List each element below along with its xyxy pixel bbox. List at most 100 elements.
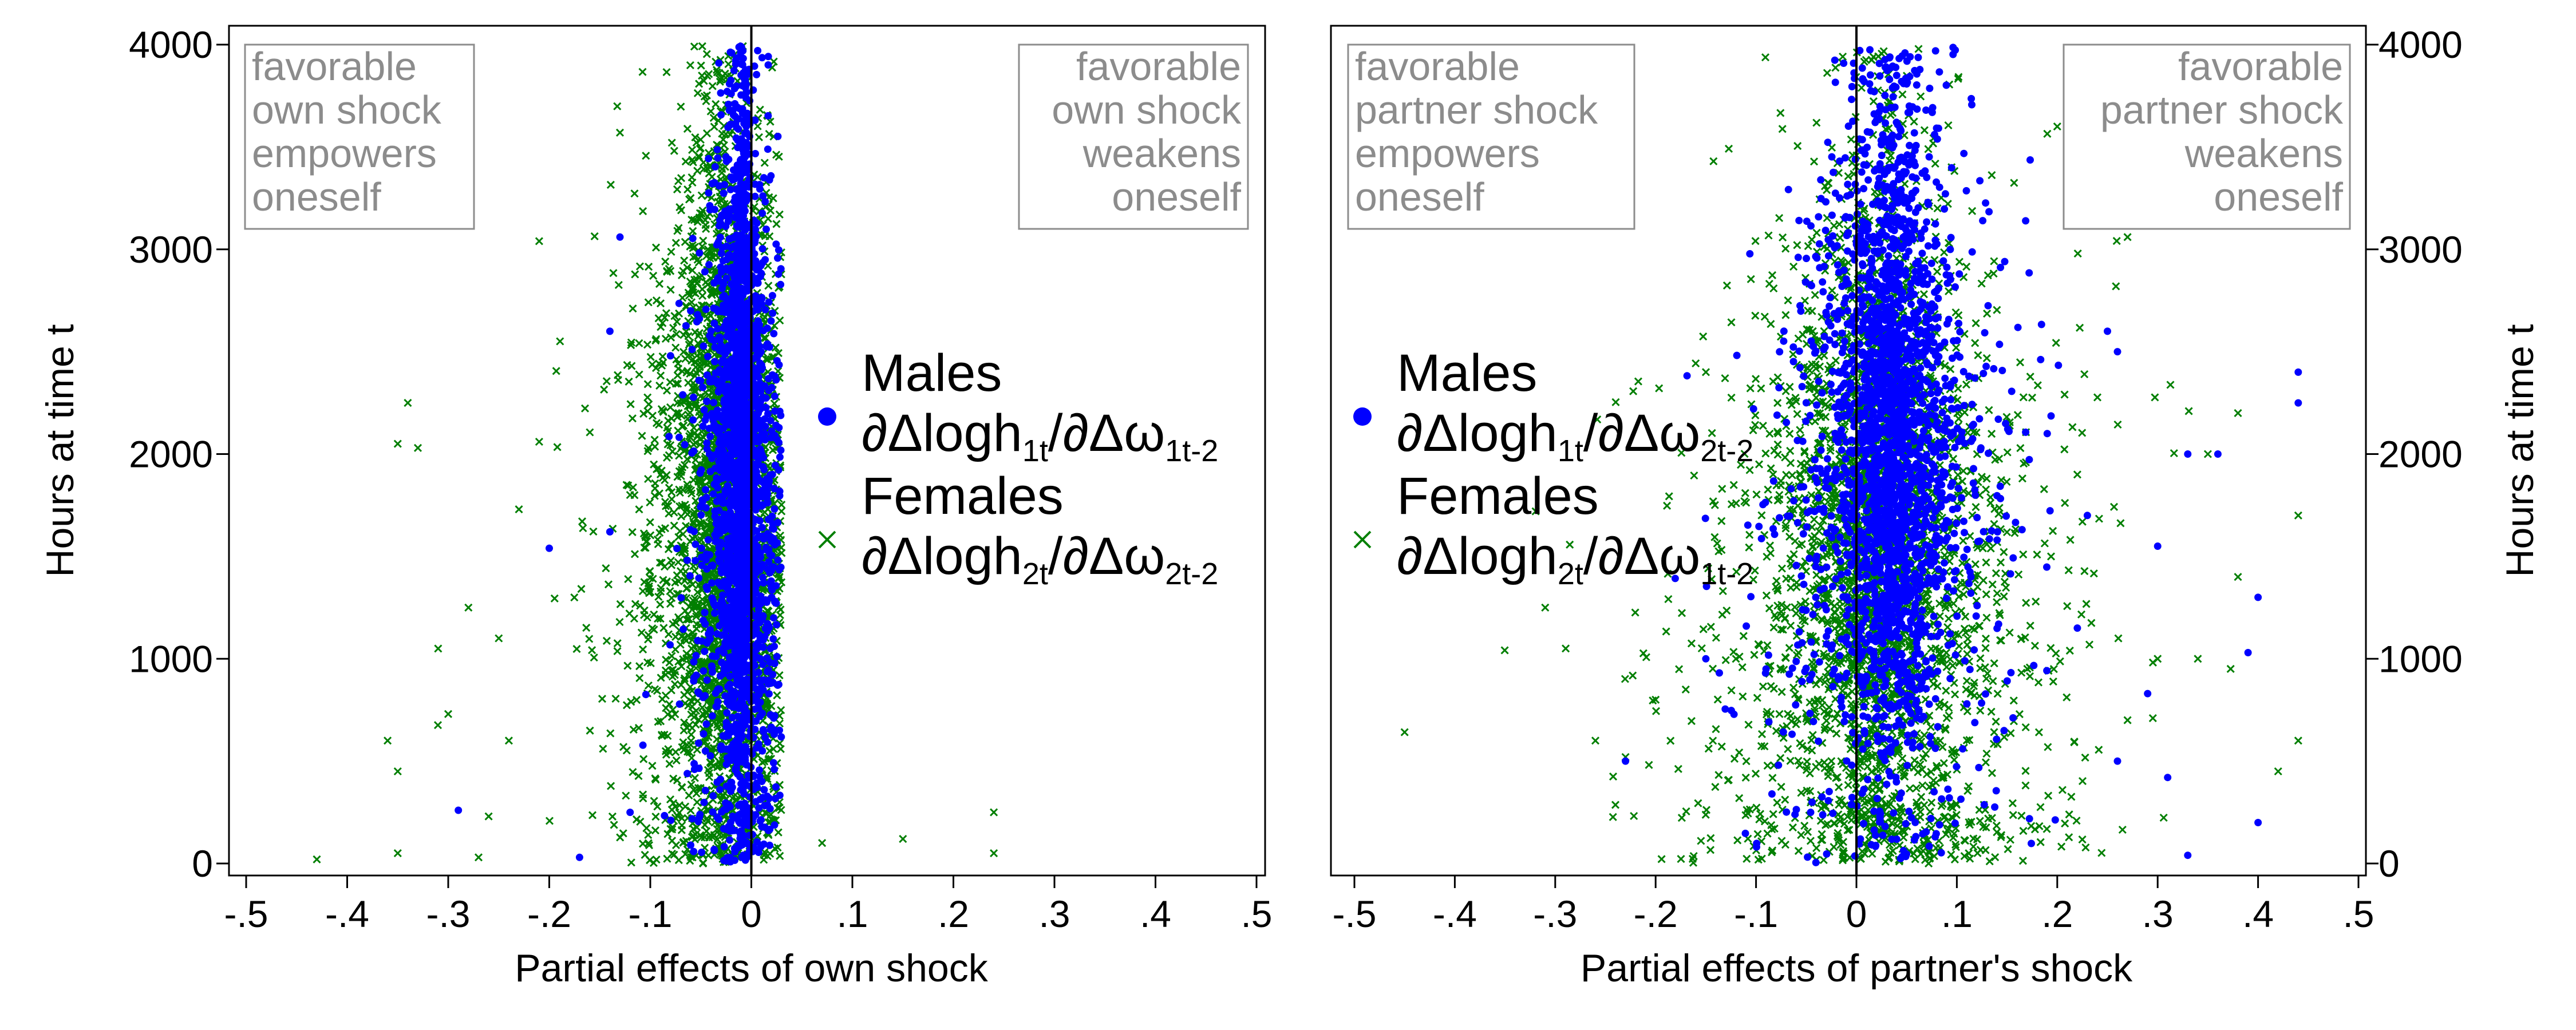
point-female: [704, 149, 713, 157]
point-female: [667, 495, 676, 504]
point-female: [671, 379, 680, 388]
point-male: [708, 579, 716, 587]
point-female: [667, 333, 675, 342]
point-female: [644, 831, 653, 839]
point-female: [767, 702, 776, 710]
point-female: [756, 105, 764, 114]
point-male: [666, 641, 674, 649]
point-male: [741, 129, 749, 137]
point-female: [654, 615, 662, 623]
point-female: [572, 645, 581, 653]
point-female: [689, 629, 697, 637]
point-male: [766, 579, 774, 587]
point-female: [775, 152, 783, 161]
point-female: [671, 710, 679, 719]
point-male: [737, 43, 745, 51]
point-male: [701, 747, 709, 755]
point-female: [671, 748, 680, 756]
point-female: [588, 811, 597, 819]
point-male: [667, 817, 675, 824]
point-female: [615, 128, 625, 137]
point-male: [754, 47, 762, 54]
point-female: [670, 312, 679, 320]
point-female: [667, 488, 676, 497]
point-female: [384, 736, 392, 745]
point-female: [598, 695, 607, 703]
point-female: [393, 849, 402, 858]
point-female: [760, 159, 769, 167]
point-female: [651, 774, 659, 783]
point-female: [716, 714, 725, 723]
point-male: [762, 225, 770, 233]
point-female: [613, 639, 622, 648]
point-female: [628, 414, 637, 423]
point-female: [662, 68, 671, 77]
point-male: [761, 198, 769, 205]
point-female: [702, 827, 711, 835]
point-female: [634, 724, 643, 732]
point-male: [753, 299, 761, 307]
point-female: [688, 534, 697, 542]
point-female: [657, 371, 665, 380]
point-female: [679, 331, 688, 339]
point-male: [765, 690, 773, 698]
point-female: [602, 564, 610, 573]
point-male: [706, 433, 714, 441]
point-female: [705, 772, 714, 782]
point-male: [711, 609, 718, 617]
point-male: [709, 808, 717, 816]
point-female: [709, 388, 717, 397]
point-female: [651, 243, 661, 252]
points-layer: [313, 42, 998, 867]
point-female: [627, 698, 635, 706]
point-female: [688, 580, 697, 589]
point-male: [705, 261, 713, 269]
point-female: [667, 540, 675, 549]
point-female: [698, 595, 706, 604]
point-male: [689, 393, 697, 401]
point-male: [765, 794, 773, 802]
point-female: [602, 636, 611, 645]
point-female: [697, 518, 705, 528]
point-male: [710, 846, 718, 854]
point-male: [709, 490, 717, 498]
point-male: [704, 352, 712, 360]
point-female: [679, 726, 688, 735]
point-female: [673, 413, 682, 421]
point-female: [658, 319, 667, 327]
point-male: [720, 857, 728, 865]
point-female: [674, 558, 682, 566]
point-female: [716, 711, 725, 720]
point-male: [719, 499, 727, 507]
point-female: [651, 336, 660, 345]
point-male: [758, 54, 766, 62]
point-female: [692, 789, 701, 798]
point-female: [675, 309, 683, 318]
point-male: [722, 222, 730, 230]
point-female: [650, 492, 659, 500]
point-male: [683, 770, 692, 778]
point-female: [665, 759, 674, 768]
point-male: [724, 124, 732, 132]
point-female: [694, 715, 703, 724]
point-female: [704, 706, 713, 715]
point-female: [686, 433, 695, 442]
point-female: [638, 431, 646, 440]
point-female: [404, 399, 412, 407]
point-male: [699, 383, 707, 391]
point-female: [650, 797, 658, 805]
point-female: [990, 808, 998, 817]
point-female: [679, 348, 688, 356]
point-female: [552, 367, 560, 375]
point-female: [681, 802, 690, 811]
point-male: [700, 342, 708, 350]
point-female: [313, 855, 321, 863]
point-female: [689, 158, 697, 167]
point-female: [629, 768, 637, 777]
point-male: [724, 683, 732, 691]
point-female: [600, 385, 609, 394]
point-male: [705, 154, 713, 163]
point-male: [690, 760, 698, 768]
point-male: [737, 60, 745, 68]
point-female: [698, 42, 706, 50]
